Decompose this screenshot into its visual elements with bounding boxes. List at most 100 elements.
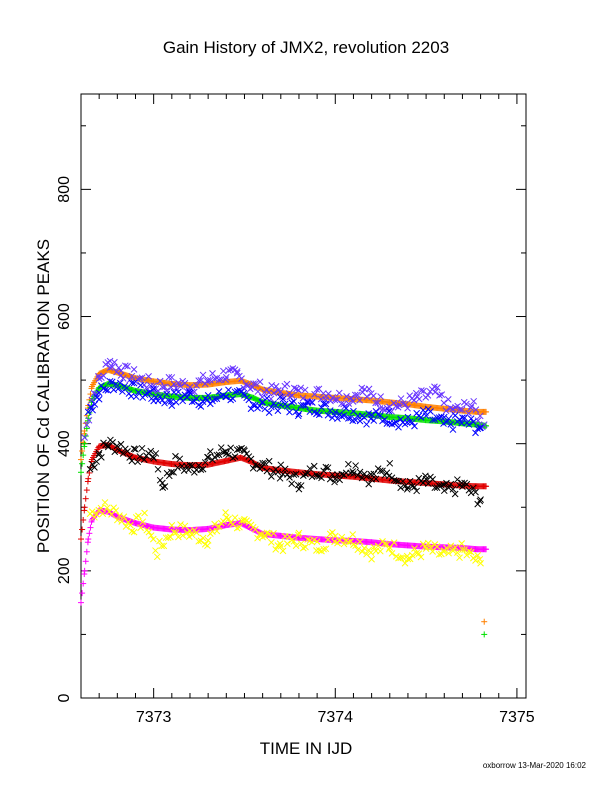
plot-frame [80, 93, 527, 699]
point-stroke [143, 384, 150, 392]
data-point [79, 526, 86, 533]
chart-title: Gain History of JMX2, revolution 2203 [163, 38, 449, 57]
point-stroke [233, 369, 241, 377]
point-stroke [81, 434, 88, 441]
data-point [143, 384, 150, 392]
point-stroke [156, 377, 164, 385]
data-point [168, 374, 176, 381]
point-stroke [272, 383, 280, 390]
data-point [86, 530, 93, 537]
data-point [121, 362, 129, 370]
point-stroke [222, 376, 229, 383]
data-point [95, 375, 103, 383]
data-point [111, 358, 118, 366]
point-stroke [244, 382, 252, 389]
point-stroke [124, 362, 131, 370]
point-stroke [270, 389, 278, 397]
point-stroke [145, 373, 152, 380]
point-stroke [199, 371, 207, 379]
data-point [85, 475, 92, 482]
data-point [124, 362, 131, 370]
point-stroke [100, 372, 107, 380]
y-tick-label: 0 [56, 693, 73, 702]
data-point [79, 590, 86, 597]
point-stroke [181, 379, 189, 387]
point-stroke [175, 379, 182, 387]
data-point [181, 379, 189, 387]
point-stroke [252, 380, 260, 387]
point-stroke [95, 375, 103, 383]
point-stroke [168, 374, 176, 381]
point-stroke [186, 383, 194, 391]
point-stroke [95, 372, 102, 380]
data-points [78, 357, 490, 638]
data-point [83, 425, 90, 432]
data-point [119, 375, 127, 382]
data-point [79, 460, 86, 467]
data-point [81, 504, 88, 511]
data-point [204, 376, 212, 384]
point-stroke [130, 365, 138, 373]
point-stroke [170, 380, 178, 388]
data-point [150, 382, 158, 390]
point-stroke [240, 384, 248, 392]
point-stroke [250, 380, 257, 387]
data-point [130, 365, 138, 373]
data-point [100, 372, 107, 380]
data-point [233, 369, 241, 377]
point-stroke [188, 388, 196, 396]
data-point [256, 378, 264, 386]
x-tick-label: 7373 [136, 709, 172, 726]
data-point [272, 383, 280, 390]
data-point [206, 376, 214, 384]
point-stroke [159, 383, 166, 391]
data-point [161, 383, 168, 391]
data-point [87, 391, 94, 398]
point-stroke [90, 390, 98, 397]
point-stroke [197, 377, 205, 384]
data-point [215, 376, 223, 384]
point-stroke [119, 375, 127, 382]
data-point [85, 416, 93, 424]
data-point [270, 389, 278, 397]
axis-ticks [80, 94, 526, 699]
data-point [238, 375, 245, 382]
point-stroke [256, 378, 264, 386]
point-stroke [242, 381, 250, 389]
data-point [86, 469, 93, 476]
point-stroke [222, 373, 230, 381]
point-stroke [128, 372, 136, 380]
data-point [483, 483, 490, 490]
point-stroke [233, 368, 241, 375]
data-point [145, 373, 152, 380]
data-point [170, 380, 178, 388]
data-point [197, 377, 205, 384]
data-point [78, 536, 84, 543]
data-point [193, 382, 200, 389]
point-stroke [195, 377, 203, 385]
point-stroke [108, 363, 116, 371]
data-point [225, 366, 232, 374]
data-point [211, 375, 219, 382]
data-point [83, 421, 91, 429]
point-stroke [172, 384, 180, 392]
point-stroke [225, 366, 232, 374]
data-point [244, 382, 252, 389]
data-point [159, 383, 166, 391]
point-stroke [113, 368, 120, 376]
tick-labels: 7373 7374 7375 0 200 400 600 800 [56, 176, 535, 726]
point-stroke [177, 382, 184, 390]
point-stroke [161, 383, 168, 391]
point-stroke [138, 374, 146, 382]
data-point [128, 372, 136, 380]
point-stroke [193, 382, 200, 389]
data-point [80, 439, 87, 446]
data-point [78, 469, 84, 476]
data-point [113, 368, 120, 376]
data-point [88, 396, 96, 404]
point-stroke [254, 388, 262, 395]
point-stroke [209, 370, 216, 377]
data-point [222, 373, 230, 381]
point-stroke [150, 382, 158, 390]
